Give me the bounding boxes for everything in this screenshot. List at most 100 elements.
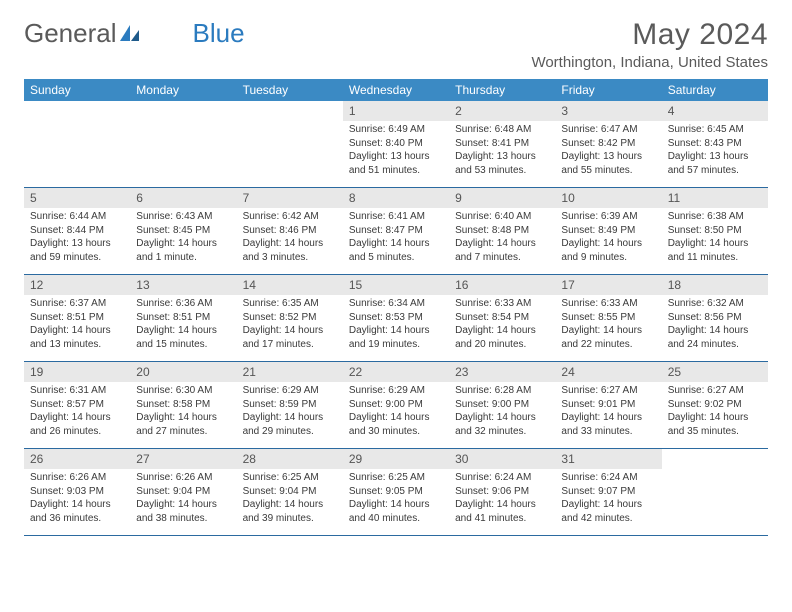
weekday-header: Sunday [24, 79, 130, 101]
day-info: Sunrise: 6:34 AMSunset: 8:53 PMDaylight:… [343, 297, 449, 355]
sunset-text: Sunset: 9:04 PM [243, 485, 337, 499]
title-block: May 2024 Worthington, Indiana, United St… [531, 18, 768, 71]
day-number: 28 [237, 449, 343, 469]
day-cell: 3Sunrise: 6:47 AMSunset: 8:42 PMDaylight… [555, 101, 661, 187]
daylight-text: Daylight: 14 hours and 42 minutes. [561, 498, 655, 525]
day-number: 19 [24, 362, 130, 382]
day-info: Sunrise: 6:47 AMSunset: 8:42 PMDaylight:… [555, 123, 661, 181]
day-number: 13 [130, 275, 236, 295]
day-number: 8 [343, 188, 449, 208]
day-number: 25 [662, 362, 768, 382]
sunrise-text: Sunrise: 6:27 AM [561, 384, 655, 398]
daylight-text: Daylight: 13 hours and 59 minutes. [30, 237, 124, 264]
day-info: Sunrise: 6:26 AMSunset: 9:03 PMDaylight:… [24, 471, 130, 529]
sunset-text: Sunset: 8:58 PM [136, 398, 230, 412]
day-number: 22 [343, 362, 449, 382]
day-number: 21 [237, 362, 343, 382]
sunrise-text: Sunrise: 6:26 AM [136, 471, 230, 485]
sunrise-text: Sunrise: 6:30 AM [136, 384, 230, 398]
day-info: Sunrise: 6:41 AMSunset: 8:47 PMDaylight:… [343, 210, 449, 268]
day-cell: 14Sunrise: 6:35 AMSunset: 8:52 PMDayligh… [237, 275, 343, 361]
day-info: Sunrise: 6:24 AMSunset: 9:07 PMDaylight:… [555, 471, 661, 529]
day-number: 1 [343, 101, 449, 121]
day-cell: 1Sunrise: 6:49 AMSunset: 8:40 PMDaylight… [343, 101, 449, 187]
sunrise-text: Sunrise: 6:29 AM [243, 384, 337, 398]
sunset-text: Sunset: 8:44 PM [30, 224, 124, 238]
daylight-text: Daylight: 14 hours and 24 minutes. [668, 324, 762, 351]
sunrise-text: Sunrise: 6:43 AM [136, 210, 230, 224]
sunset-text: Sunset: 8:47 PM [349, 224, 443, 238]
weekday-header-row: Sunday Monday Tuesday Wednesday Thursday… [24, 79, 768, 101]
day-info: Sunrise: 6:24 AMSunset: 9:06 PMDaylight:… [449, 471, 555, 529]
daylight-text: Daylight: 14 hours and 36 minutes. [30, 498, 124, 525]
day-info: Sunrise: 6:25 AMSunset: 9:05 PMDaylight:… [343, 471, 449, 529]
day-number: 11 [662, 188, 768, 208]
day-cell: 19Sunrise: 6:31 AMSunset: 8:57 PMDayligh… [24, 362, 130, 448]
sunrise-text: Sunrise: 6:44 AM [30, 210, 124, 224]
sunset-text: Sunset: 8:59 PM [243, 398, 337, 412]
daylight-text: Daylight: 14 hours and 1 minute. [136, 237, 230, 264]
sunset-text: Sunset: 9:04 PM [136, 485, 230, 499]
day-cell [24, 101, 130, 187]
calendar: Sunday Monday Tuesday Wednesday Thursday… [24, 79, 768, 536]
sunset-text: Sunset: 9:02 PM [668, 398, 762, 412]
day-number: 23 [449, 362, 555, 382]
sunrise-text: Sunrise: 6:33 AM [455, 297, 549, 311]
sunrise-text: Sunrise: 6:27 AM [668, 384, 762, 398]
weekday-header: Tuesday [237, 79, 343, 101]
day-info: Sunrise: 6:44 AMSunset: 8:44 PMDaylight:… [24, 210, 130, 268]
sunrise-text: Sunrise: 6:47 AM [561, 123, 655, 137]
day-number: 6 [130, 188, 236, 208]
day-cell: 21Sunrise: 6:29 AMSunset: 8:59 PMDayligh… [237, 362, 343, 448]
day-number: 5 [24, 188, 130, 208]
daylight-text: Daylight: 14 hours and 32 minutes. [455, 411, 549, 438]
day-cell: 31Sunrise: 6:24 AMSunset: 9:07 PMDayligh… [555, 449, 661, 535]
sunset-text: Sunset: 9:05 PM [349, 485, 443, 499]
day-number: 12 [24, 275, 130, 295]
day-cell: 18Sunrise: 6:32 AMSunset: 8:56 PMDayligh… [662, 275, 768, 361]
sunset-text: Sunset: 8:53 PM [349, 311, 443, 325]
sunrise-text: Sunrise: 6:24 AM [455, 471, 549, 485]
sunrise-text: Sunrise: 6:26 AM [30, 471, 124, 485]
day-info: Sunrise: 6:35 AMSunset: 8:52 PMDaylight:… [237, 297, 343, 355]
daylight-text: Daylight: 14 hours and 3 minutes. [243, 237, 337, 264]
day-info: Sunrise: 6:26 AMSunset: 9:04 PMDaylight:… [130, 471, 236, 529]
daylight-text: Daylight: 14 hours and 17 minutes. [243, 324, 337, 351]
day-cell: 10Sunrise: 6:39 AMSunset: 8:49 PMDayligh… [555, 188, 661, 274]
week-row: 1Sunrise: 6:49 AMSunset: 8:40 PMDaylight… [24, 101, 768, 188]
sunset-text: Sunset: 9:06 PM [455, 485, 549, 499]
sunset-text: Sunset: 8:55 PM [561, 311, 655, 325]
day-number: 26 [24, 449, 130, 469]
day-cell: 16Sunrise: 6:33 AMSunset: 8:54 PMDayligh… [449, 275, 555, 361]
sunrise-text: Sunrise: 6:41 AM [349, 210, 443, 224]
day-info: Sunrise: 6:25 AMSunset: 9:04 PMDaylight:… [237, 471, 343, 529]
day-info: Sunrise: 6:37 AMSunset: 8:51 PMDaylight:… [24, 297, 130, 355]
location-text: Worthington, Indiana, United States [531, 54, 768, 71]
sunset-text: Sunset: 8:42 PM [561, 137, 655, 151]
month-title: May 2024 [531, 18, 768, 52]
day-info: Sunrise: 6:29 AMSunset: 9:00 PMDaylight:… [343, 384, 449, 442]
header: General Blue May 2024 Worthington, India… [24, 18, 768, 71]
sunset-text: Sunset: 8:54 PM [455, 311, 549, 325]
daylight-text: Daylight: 13 hours and 55 minutes. [561, 150, 655, 177]
day-number: 10 [555, 188, 661, 208]
daylight-text: Daylight: 14 hours and 5 minutes. [349, 237, 443, 264]
day-number: 4 [662, 101, 768, 121]
sunrise-text: Sunrise: 6:45 AM [668, 123, 762, 137]
sunrise-text: Sunrise: 6:37 AM [30, 297, 124, 311]
daylight-text: Daylight: 14 hours and 9 minutes. [561, 237, 655, 264]
day-number: 29 [343, 449, 449, 469]
sunrise-text: Sunrise: 6:35 AM [243, 297, 337, 311]
brand-part1: General [24, 18, 117, 49]
daylight-text: Daylight: 14 hours and 11 minutes. [668, 237, 762, 264]
sunrise-text: Sunrise: 6:32 AM [668, 297, 762, 311]
week-row: 26Sunrise: 6:26 AMSunset: 9:03 PMDayligh… [24, 449, 768, 536]
day-number: 24 [555, 362, 661, 382]
week-row: 5Sunrise: 6:44 AMSunset: 8:44 PMDaylight… [24, 188, 768, 275]
daylight-text: Daylight: 13 hours and 57 minutes. [668, 150, 762, 177]
daylight-text: Daylight: 13 hours and 51 minutes. [349, 150, 443, 177]
day-cell: 29Sunrise: 6:25 AMSunset: 9:05 PMDayligh… [343, 449, 449, 535]
sunrise-text: Sunrise: 6:39 AM [561, 210, 655, 224]
sunset-text: Sunset: 9:01 PM [561, 398, 655, 412]
day-cell: 20Sunrise: 6:30 AMSunset: 8:58 PMDayligh… [130, 362, 236, 448]
